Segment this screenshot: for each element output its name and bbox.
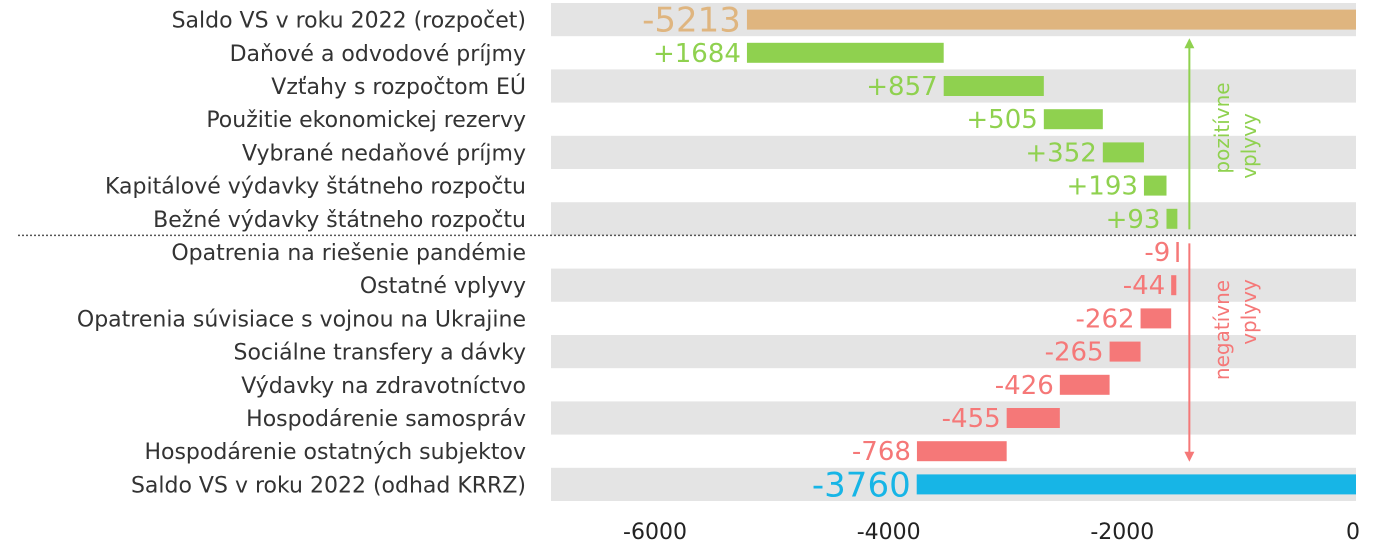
- row-bands: [551, 3, 1356, 501]
- annotation-positive-line2: vplyvy: [1237, 113, 1261, 179]
- row-band: [551, 268, 1356, 302]
- bar-increase: [1102, 142, 1144, 163]
- category-label: Hospodárenie ostatných subjektov: [144, 440, 526, 465]
- data-label: +1684: [653, 39, 741, 69]
- data-label: -265: [1045, 338, 1104, 368]
- data-label: -262: [1076, 304, 1135, 334]
- bar-increase: [1143, 175, 1167, 196]
- data-label: +352: [1025, 138, 1096, 168]
- row-band: [551, 135, 1356, 169]
- category-label: Saldo VS v roku 2022 (rozpočet): [172, 9, 526, 34]
- x-tick-label: -4000: [857, 520, 921, 545]
- bar-total: [916, 474, 1356, 495]
- data-label: -768: [852, 437, 911, 467]
- category-label: Použitie ekonomickej rezervy: [206, 108, 526, 133]
- category-label: Bežné výdavky štátneho rozpočtu: [153, 208, 526, 233]
- category-label: Saldo VS v roku 2022 (odhad KRRZ): [131, 473, 526, 498]
- x-tick-label: -2000: [1090, 520, 1154, 545]
- bar-decrease: [1176, 242, 1179, 262]
- annotation-negative-line2: vplyvy: [1237, 279, 1261, 345]
- row-band: [551, 202, 1356, 236]
- bar-decrease: [916, 441, 1007, 462]
- bar-decrease: [1006, 408, 1060, 428]
- x-tick-label: -6000: [623, 520, 687, 545]
- bar-increase: [1166, 208, 1178, 229]
- category-label: Opatrenia na riešenie pandémie: [171, 241, 526, 266]
- x-tick-label: 0: [1346, 520, 1360, 545]
- positive-arrow-head: [1184, 38, 1195, 49]
- row-band: [551, 401, 1356, 435]
- category-label: Daňové a odvodové príjmy: [230, 42, 526, 67]
- data-label: -9: [1144, 238, 1170, 268]
- category-label: Hospodárenie samospráv: [246, 407, 526, 432]
- category-label: Kapitálové výdavky štátneho rozpočtu: [105, 175, 526, 200]
- row-band: [551, 335, 1356, 369]
- category-label: Opatrenia súvisiace s vojnou na Ukrajine: [77, 307, 526, 332]
- annotation-negative-line1: negatívne: [1210, 280, 1234, 380]
- category-label: Vzťahy s rozpočtom EÚ: [271, 74, 526, 100]
- data-label: +193: [1067, 172, 1138, 202]
- data-label: +505: [966, 105, 1037, 135]
- bar-decrease: [1109, 341, 1141, 362]
- data-label: -5213: [642, 1, 741, 41]
- data-label: -3760: [812, 465, 911, 505]
- data-label: -455: [942, 404, 1001, 434]
- bars: [746, 9, 1356, 495]
- data-label: -44: [1123, 271, 1165, 301]
- x-axis-ticks: -6000 -4000 -2000 0: [623, 520, 1360, 545]
- bar-decrease: [1171, 275, 1177, 296]
- annotations: pozitívne vplyvy negatívne vplyvy: [1184, 38, 1261, 462]
- data-label: +857: [866, 72, 937, 102]
- category-label: Sociálne transfery a dávky: [233, 341, 526, 366]
- data-label: -426: [995, 371, 1054, 401]
- data-labels: -5213+1684 +857 +505+352 +193+93-9-44-262 -2…: [642, 1, 1170, 506]
- data-label: +93: [1106, 205, 1161, 235]
- bar-decrease: [1059, 374, 1110, 395]
- bar-decrease: [1140, 308, 1172, 329]
- category-labels: Saldo VS v roku 2022 (rozpočet) Daňové a …: [77, 9, 526, 499]
- category-label: Vybrané nedaňové príjmy: [242, 141, 526, 166]
- category-label: Výdavky na zdravotníctvo: [241, 374, 526, 399]
- bar-increase: [746, 42, 944, 63]
- negative-arrow-head: [1184, 451, 1195, 462]
- bar-total: [746, 9, 1356, 30]
- annotation-positive-line1: pozitívne: [1210, 82, 1234, 173]
- category-label: Ostatné vplyvy: [360, 274, 526, 299]
- bar-increase: [1043, 109, 1103, 130]
- bar-increase: [943, 76, 1044, 96]
